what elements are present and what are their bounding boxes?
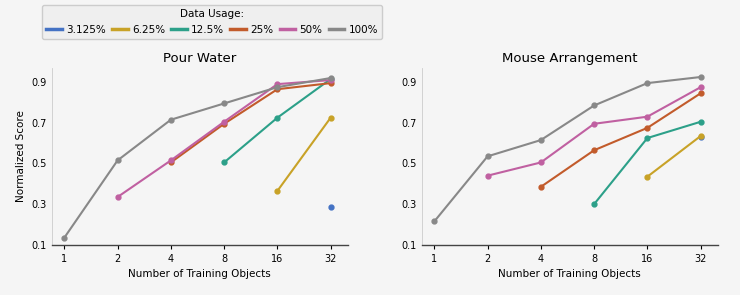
- 12.5%: [590, 202, 599, 206]
- Line: 6.25%: 6.25%: [645, 134, 703, 179]
- 25%: [273, 87, 282, 91]
- X-axis label: Number of Training Objects: Number of Training Objects: [499, 269, 641, 279]
- 50%: [326, 78, 335, 82]
- 12.5%: [643, 136, 652, 140]
- Legend: 3.125%, 6.25%, 12.5%, 25%, 50%, 100%: 3.125%, 6.25%, 12.5%, 25%, 50%, 100%: [42, 5, 382, 39]
- 100%: [643, 81, 652, 85]
- 100%: [326, 76, 335, 80]
- 50%: [220, 120, 229, 124]
- 25%: [536, 185, 545, 189]
- 6.25%: [326, 116, 335, 119]
- Line: 50%: 50%: [485, 85, 703, 178]
- 50%: [643, 115, 652, 119]
- Line: 100%: 100%: [432, 75, 703, 224]
- 12.5%: [220, 161, 229, 164]
- X-axis label: Number of Training Objects: Number of Training Objects: [129, 269, 271, 279]
- Title: Pour Water: Pour Water: [164, 52, 236, 65]
- 50%: [113, 195, 122, 199]
- 100%: [483, 155, 492, 158]
- 25%: [590, 148, 599, 152]
- 100%: [696, 75, 705, 79]
- 12.5%: [273, 116, 282, 119]
- 50%: [483, 174, 492, 178]
- Y-axis label: Normalized Score: Normalized Score: [16, 110, 26, 202]
- 25%: [643, 126, 652, 130]
- 100%: [166, 118, 175, 122]
- 100%: [60, 236, 69, 240]
- 50%: [166, 159, 175, 162]
- 100%: [536, 138, 545, 142]
- 100%: [220, 102, 229, 105]
- 12.5%: [326, 77, 335, 81]
- 50%: [536, 161, 545, 164]
- 50%: [590, 122, 599, 126]
- 25%: [220, 122, 229, 126]
- Line: 100%: 100%: [62, 76, 333, 240]
- Title: Mouse Arrangement: Mouse Arrangement: [502, 52, 638, 65]
- 50%: [696, 86, 705, 89]
- Line: 6.25%: 6.25%: [275, 115, 333, 193]
- 100%: [273, 86, 282, 89]
- 6.25%: [643, 175, 652, 178]
- 12.5%: [696, 120, 705, 124]
- 100%: [430, 220, 439, 223]
- 25%: [166, 161, 175, 164]
- 100%: [590, 104, 599, 107]
- Line: 25%: 25%: [539, 91, 703, 189]
- Line: 12.5%: 12.5%: [592, 119, 703, 206]
- Line: 12.5%: 12.5%: [222, 77, 333, 165]
- 25%: [696, 91, 705, 95]
- 6.25%: [273, 189, 282, 193]
- 50%: [273, 82, 282, 86]
- 6.25%: [696, 134, 705, 138]
- 25%: [326, 81, 335, 85]
- Line: 25%: 25%: [169, 81, 333, 165]
- Line: 50%: 50%: [115, 78, 333, 199]
- 100%: [113, 159, 122, 162]
